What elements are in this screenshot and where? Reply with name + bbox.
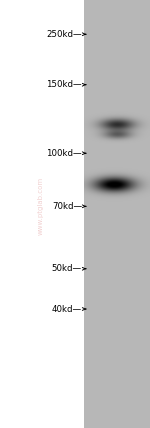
Text: 40kd—: 40kd— bbox=[52, 304, 82, 314]
Text: 150kd—: 150kd— bbox=[46, 80, 82, 89]
Text: www.ptglab.com: www.ptglab.com bbox=[38, 176, 44, 235]
Text: 100kd—: 100kd— bbox=[46, 149, 82, 158]
Text: 70kd—: 70kd— bbox=[52, 202, 82, 211]
Text: 250kd—: 250kd— bbox=[46, 30, 82, 39]
Text: 50kd—: 50kd— bbox=[52, 264, 82, 273]
